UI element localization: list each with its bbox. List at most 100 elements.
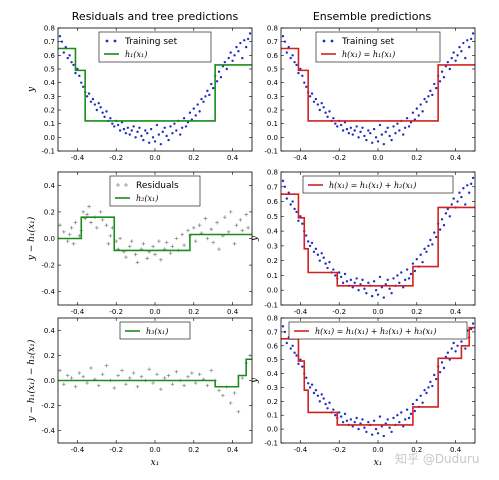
training-point bbox=[390, 291, 393, 295]
training-point bbox=[62, 51, 66, 54]
training-point bbox=[378, 275, 382, 279]
training-point bbox=[124, 132, 128, 135]
training-point bbox=[192, 107, 195, 110]
training-point bbox=[82, 85, 85, 88]
y-tick-label: 0.2 bbox=[267, 107, 278, 115]
training-point bbox=[345, 280, 349, 283]
residual-point bbox=[205, 236, 210, 241]
training-point bbox=[442, 224, 446, 227]
y-tick-label: 0.4 bbox=[44, 79, 56, 87]
training-point bbox=[423, 97, 426, 101]
training-point bbox=[343, 412, 347, 416]
training-point bbox=[308, 95, 312, 98]
residual-point bbox=[139, 374, 144, 379]
training-point bbox=[427, 95, 430, 98]
training-point bbox=[460, 340, 463, 343]
x-tick-label: 0.4 bbox=[227, 308, 239, 316]
training-point bbox=[357, 289, 360, 292]
residual-point bbox=[77, 371, 82, 375]
training-point bbox=[297, 362, 300, 366]
training-point bbox=[456, 200, 459, 203]
training-point bbox=[182, 117, 186, 120]
training-point bbox=[464, 347, 467, 350]
training-point bbox=[312, 100, 316, 104]
y-tick-label: 0.0 bbox=[267, 287, 278, 295]
training-point bbox=[363, 426, 366, 429]
legend-marker bbox=[105, 39, 109, 43]
training-point bbox=[314, 247, 318, 251]
training-point bbox=[471, 32, 475, 35]
axes-frame bbox=[280, 317, 476, 444]
training-point bbox=[334, 414, 337, 417]
training-point bbox=[318, 259, 321, 262]
training-point bbox=[384, 283, 387, 286]
x-tick-label: 0.4 bbox=[450, 446, 462, 454]
x-tick-label: 0.0 bbox=[372, 446, 383, 454]
y-tick-label: 0.4 bbox=[44, 182, 56, 190]
panel-middle-right: -0.1 0.0 0.1 0.2 0.3 0.4 0.5 0.6 0.7 0.8 -0.4 -0.2 0… bbox=[250, 169, 476, 316]
prediction-line bbox=[281, 326, 475, 426]
legend-marker bbox=[322, 39, 326, 43]
residual-point bbox=[127, 244, 132, 249]
residual-point bbox=[186, 374, 190, 379]
left-column-title: Residuals and tree predictions bbox=[72, 10, 239, 23]
training-point bbox=[353, 129, 356, 132]
residual-point bbox=[223, 215, 227, 220]
residual-point bbox=[193, 381, 198, 385]
training-point bbox=[341, 420, 345, 424]
training-point bbox=[146, 132, 149, 135]
training-point bbox=[448, 215, 451, 218]
y-tick-label: -0.4 bbox=[41, 427, 55, 435]
y-tick-label: 0.3 bbox=[267, 242, 278, 250]
y-tick-label: 0.0 bbox=[44, 235, 55, 243]
residual-point bbox=[108, 234, 113, 238]
training-point bbox=[128, 133, 131, 136]
training-point bbox=[442, 76, 446, 79]
residual-point bbox=[174, 236, 179, 241]
y-tick-label: 0.3 bbox=[267, 93, 278, 101]
training-point bbox=[97, 101, 100, 105]
y-axis-label: y − h₁(x₁) − h₂(x₁) bbox=[26, 339, 37, 422]
y-tick-label: 0.0 bbox=[44, 134, 55, 142]
residual-point bbox=[89, 366, 93, 370]
training-point bbox=[467, 45, 471, 49]
residual-point bbox=[62, 382, 66, 387]
residual-point bbox=[217, 388, 221, 393]
training-point bbox=[363, 134, 366, 138]
training-point bbox=[295, 210, 298, 214]
training-point bbox=[320, 252, 323, 255]
residual-point bbox=[73, 220, 78, 225]
training-point bbox=[339, 275, 343, 279]
training-point bbox=[425, 100, 428, 104]
training-point bbox=[281, 179, 285, 183]
training-point bbox=[171, 132, 174, 135]
y-tick-label: 0.5 bbox=[44, 66, 55, 74]
legend: Training set h₁(x₁) bbox=[98, 31, 212, 63]
y-tick-label: 0.7 bbox=[267, 38, 278, 46]
training-point bbox=[403, 278, 407, 282]
y-tick-label: 0.6 bbox=[44, 52, 56, 60]
y-tick-label: 0.2 bbox=[44, 208, 55, 216]
x-tick-label: -0.4 bbox=[294, 446, 308, 454]
x-tick-label: 0.2 bbox=[411, 154, 422, 162]
training-point bbox=[438, 80, 442, 83]
training-point bbox=[336, 125, 339, 128]
residual-point bbox=[95, 226, 99, 230]
training-point bbox=[316, 253, 320, 256]
training-point bbox=[318, 400, 321, 403]
training-point bbox=[89, 100, 93, 104]
axes-frame bbox=[57, 171, 253, 306]
training-point bbox=[310, 383, 314, 386]
residual-point bbox=[244, 212, 248, 217]
residual-point bbox=[228, 210, 233, 214]
x-tick-label: 0.4 bbox=[227, 154, 239, 162]
residual-point bbox=[166, 373, 171, 378]
residual-point bbox=[81, 210, 86, 214]
training-point bbox=[312, 250, 316, 253]
training-point bbox=[417, 114, 420, 117]
training-point bbox=[378, 123, 382, 127]
legend: h(x₁) = h₁(x₁) + h₂(x₁) + h₃(x₁) bbox=[288, 321, 468, 340]
residual-point bbox=[164, 240, 169, 245]
training-point bbox=[229, 51, 232, 54]
panel-top-right: -0.1 0.0 0.1 0.2 0.3 0.4 0.5 0.6 0.7 0.8 -0.4 -0.2 0… bbox=[264, 25, 476, 162]
